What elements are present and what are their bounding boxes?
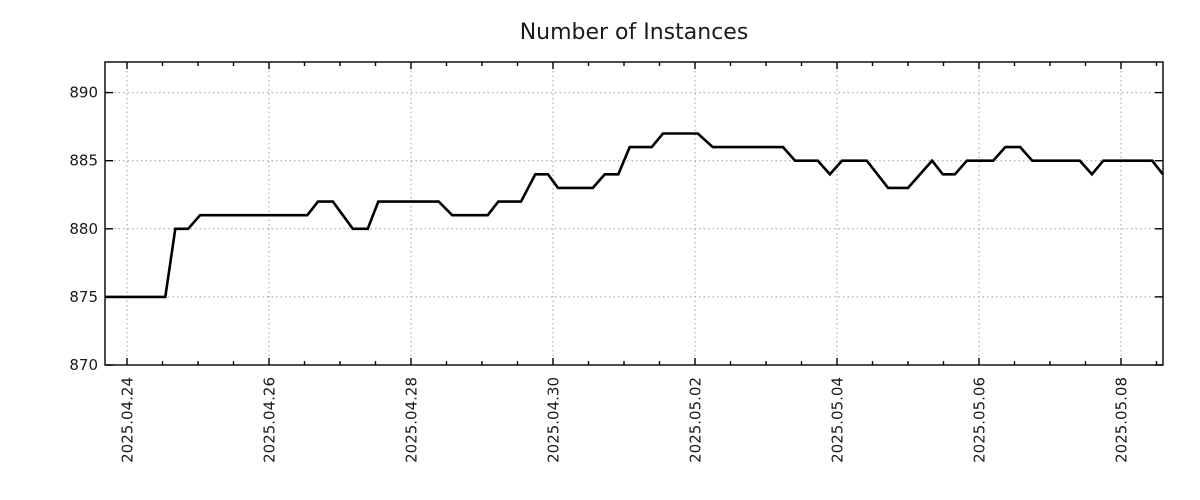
axis-ticks bbox=[105, 62, 1163, 366]
y-tick-label: 880 bbox=[69, 220, 98, 238]
y-tick-label: 875 bbox=[69, 288, 98, 306]
x-tick-label: 2025.04.26 bbox=[261, 377, 279, 463]
x-tick-label: 2025.05.08 bbox=[1113, 377, 1131, 463]
plot-border bbox=[104, 61, 1164, 366]
x-tick-label: 2025.04.28 bbox=[403, 377, 421, 463]
y-tick-label: 885 bbox=[69, 152, 98, 170]
y-tick-label: 890 bbox=[69, 84, 98, 102]
gridlines bbox=[105, 62, 1163, 365]
y-axis-labels: 870 875 880 885 890 bbox=[69, 84, 98, 374]
series-line bbox=[105, 132, 1164, 299]
x-tick-label: 2025.04.30 bbox=[545, 377, 563, 463]
x-axis-labels: 2025.04.24 2025.04.26 2025.04.28 2025.04.30… bbox=[119, 377, 1131, 463]
x-tick-label: 2025.05.04 bbox=[829, 377, 847, 463]
y-tick-label: 870 bbox=[69, 356, 98, 374]
x-tick-label: 2025.05.06 bbox=[971, 377, 989, 463]
x-tick-label: 2025.05.02 bbox=[687, 377, 705, 463]
chart-title: Number of Instances bbox=[520, 20, 749, 45]
x-tick-label: 2025.04.24 bbox=[119, 377, 137, 463]
